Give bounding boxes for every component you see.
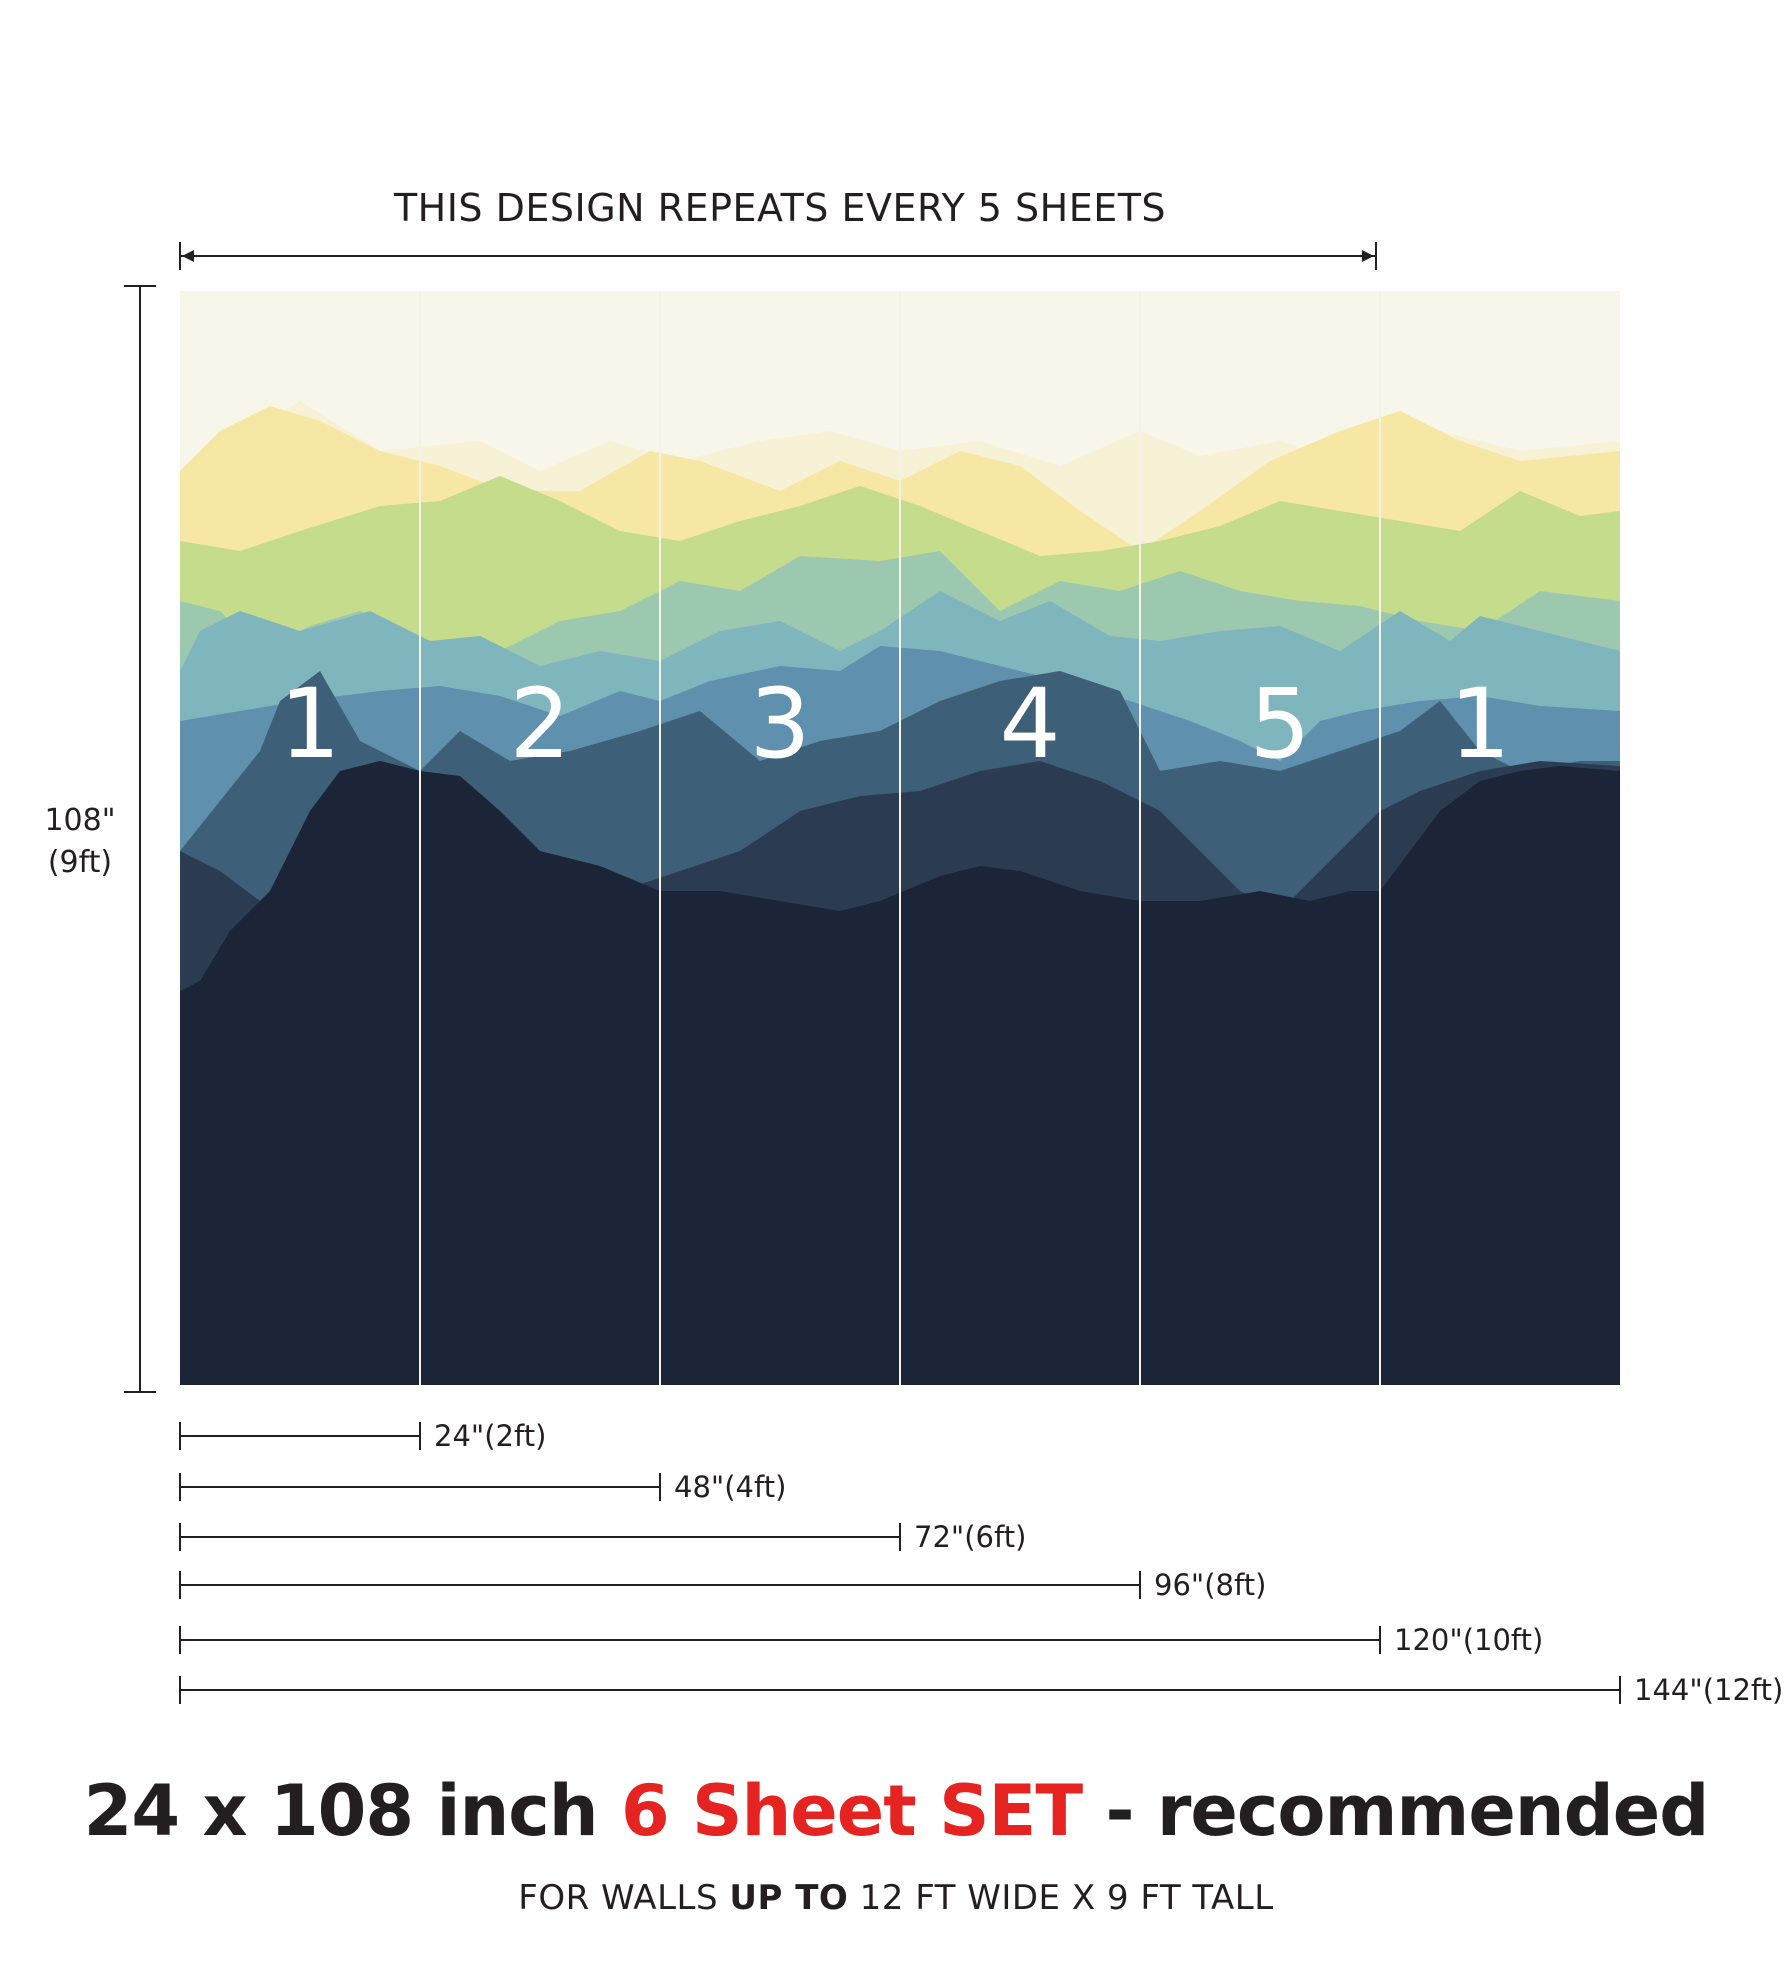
- wall-note-dims: 12 FT WIDE X 9 FT TALL: [848, 1878, 1274, 1918]
- mural-artwork: 1 2 3 4 5 1: [180, 291, 1620, 1385]
- width-dimension-4: 96"(8ft): [179, 1568, 1266, 1602]
- sheet-number: 3: [749, 668, 811, 780]
- height-dimension-line: [124, 285, 156, 1393]
- height-feet: (9ft): [47, 845, 113, 880]
- width-label: 72"(6ft): [914, 1520, 1026, 1554]
- width-label: 24"(2ft): [434, 1419, 546, 1453]
- repeat-span-arrow: [179, 242, 1377, 270]
- headline-sheet-count: 6 Sheet SET: [620, 1770, 1083, 1852]
- headline-size: 24 x 108 inch: [83, 1770, 621, 1852]
- sheet-divider-line: [659, 291, 661, 1385]
- width-label: 120"(10ft): [1394, 1623, 1543, 1657]
- wall-note-up-to: UP TO: [729, 1878, 849, 1918]
- width-label: 48"(4ft): [674, 1470, 786, 1504]
- width-label: 144"(12ft): [1634, 1673, 1783, 1707]
- width-dimension-5: 120"(10ft): [179, 1623, 1543, 1657]
- sheet-number: 1: [1449, 668, 1511, 780]
- width-dimension-6: 144"(12ft): [179, 1673, 1783, 1707]
- sheet-divider-line: [419, 291, 421, 1385]
- width-dimension-1: 24"(2ft): [179, 1419, 546, 1453]
- width-dimension-2: 48"(4ft): [179, 1470, 786, 1504]
- width-label: 96"(8ft): [1154, 1568, 1266, 1602]
- product-headline: 24 x 108 inch 6 Sheet SET - recommended: [0, 1770, 1792, 1852]
- sheet-divider-line: [1379, 291, 1381, 1385]
- headline-recommended: - recommended: [1082, 1770, 1709, 1852]
- repeat-note: THIS DESIGN REPEATS EVERY 5 SHEETS: [393, 186, 1167, 230]
- wall-note-pre: FOR WALLS: [518, 1878, 730, 1918]
- sheet-number: 4: [999, 668, 1061, 780]
- height-label: 108" (9ft): [30, 800, 130, 884]
- sheet-divider-line: [899, 291, 901, 1385]
- sheet-number: 1: [279, 668, 341, 780]
- wall-size-note: FOR WALLS UP TO 12 FT WIDE X 9 FT TALL: [0, 1878, 1792, 1918]
- sheet-number: 5: [1249, 668, 1311, 780]
- sheet-number: 2: [509, 668, 571, 780]
- height-inches: 108": [44, 803, 116, 838]
- width-dimension-3: 72"(6ft): [179, 1520, 1026, 1554]
- width-dimensions: 24"(2ft) 48"(4ft) 72"(6ft) 96"(8ft) 120"(10f…: [179, 1419, 1783, 1707]
- sheet-divider-line: [1139, 291, 1141, 1385]
